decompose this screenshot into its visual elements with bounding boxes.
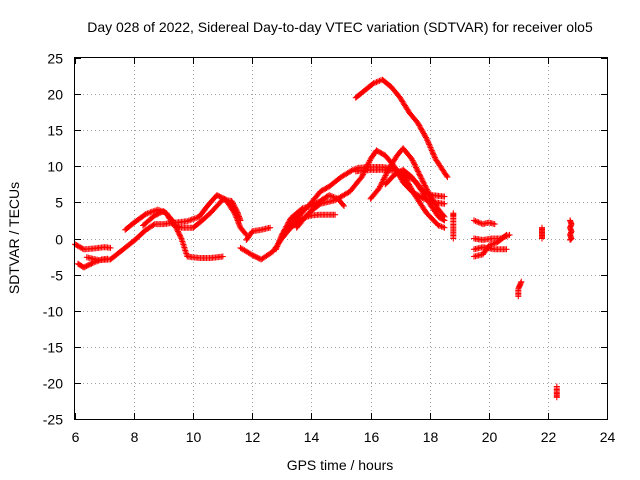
series-track-n — [382, 166, 448, 224]
series-track-w — [567, 217, 575, 243]
y-tick-label: -25 — [43, 412, 63, 428]
series-track-o — [450, 210, 457, 242]
y-tick-label: 15 — [47, 123, 63, 139]
y-tick-label: -20 — [43, 376, 63, 392]
series-track-l — [367, 145, 448, 220]
series-track-s — [471, 231, 510, 260]
y-tick-label: 25 — [47, 51, 63, 67]
chart-title: Day 028 of 2022, Sidereal Day-to-day VTE… — [87, 19, 593, 35]
series-track-p — [471, 217, 498, 228]
tick-labels: 6 8 10 12 14 16 18 20 22 24 -25 -20 -15 -10 -5 0 5 10 15 20… — [43, 51, 616, 446]
x-tick-label: 16 — [364, 429, 380, 445]
data-point-track — [382, 166, 448, 224]
data-point-track — [352, 76, 451, 181]
y-axis-label: SDTVAR / TECUs — [6, 182, 22, 294]
data-point-track — [471, 217, 498, 228]
x-tick-label: 18 — [423, 429, 439, 445]
data-point-track — [539, 224, 545, 242]
data-point-track — [140, 208, 226, 261]
series-track-c — [83, 192, 250, 264]
y-tick-label: 10 — [47, 159, 63, 175]
x-tick-label: 22 — [541, 429, 557, 445]
grid-lines — [75, 58, 607, 419]
series-track-t — [515, 278, 525, 300]
x-tick-label: 8 — [131, 429, 139, 445]
y-tick-label: -15 — [43, 340, 63, 356]
x-tick-label: 14 — [304, 429, 320, 445]
data-point-track — [515, 278, 525, 300]
data-marks — [72, 76, 575, 401]
series-track-v — [553, 383, 560, 401]
y-tick-label: -10 — [43, 304, 63, 320]
data-point-track — [122, 196, 244, 233]
series-track-e — [140, 208, 226, 261]
y-tick-label: 0 — [55, 232, 63, 248]
data-point-track — [471, 231, 510, 260]
plot-frame — [74, 57, 608, 420]
data-point-track — [450, 210, 457, 242]
x-tick-label: 10 — [186, 429, 202, 445]
series-track-u — [539, 224, 545, 242]
data-point-track — [367, 145, 448, 220]
series-track-a — [72, 241, 114, 253]
data-point-track — [72, 241, 114, 253]
data-point-track — [83, 192, 250, 264]
y-tick-label: 20 — [47, 87, 63, 103]
x-tick-label: 20 — [482, 429, 498, 445]
x-tick-label: 12 — [245, 429, 261, 445]
x-axis-label: GPS time / hours — [287, 457, 394, 473]
series-track-d — [122, 196, 244, 233]
axis-ticks — [75, 58, 608, 420]
data-point-track — [553, 383, 560, 401]
series-track-f — [243, 224, 274, 243]
x-tick-label: 24 — [600, 429, 616, 445]
data-point-track — [243, 224, 274, 243]
y-tick-label: 5 — [55, 195, 63, 211]
x-tick-label: 6 — [72, 429, 80, 445]
data-point-track — [567, 217, 575, 243]
series-track-k — [352, 76, 451, 181]
y-tick-label: -5 — [51, 268, 64, 284]
